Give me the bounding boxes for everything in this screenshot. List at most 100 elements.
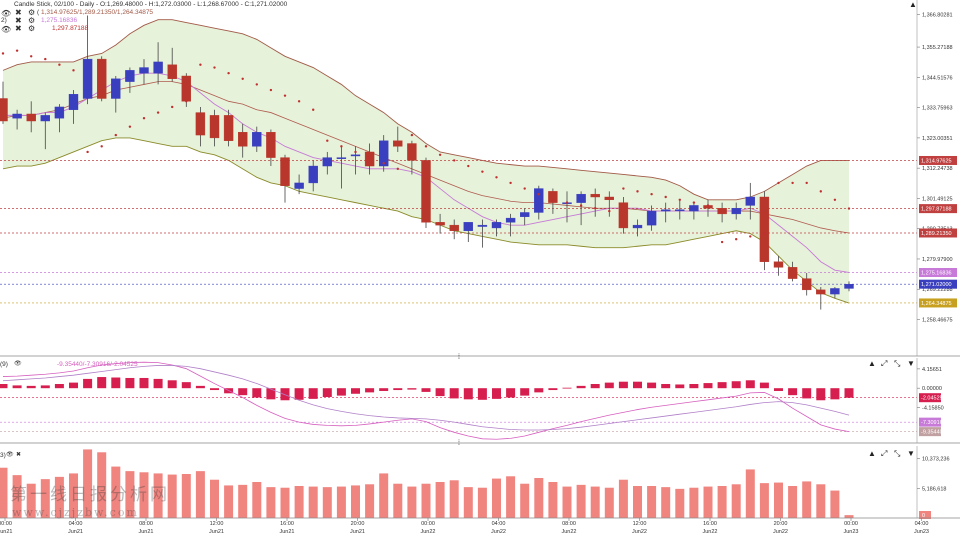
macd-histogram-bar [294, 388, 304, 400]
volume-bar [195, 471, 205, 518]
volume-bar [421, 483, 431, 518]
visibility-eye-icon[interactable]: 👁 [1, 25, 12, 34]
volume-bar [111, 466, 121, 518]
volume-bar [238, 484, 248, 518]
macd-histogram-bar [210, 388, 219, 391]
price-axis-current-badge [919, 279, 957, 289]
candle-body [491, 222, 502, 229]
time-axis-date-label: Jun21 [0, 529, 13, 535]
volume-bar [534, 478, 544, 518]
watermark-text: 第一线日报分析网 [10, 485, 170, 505]
time-axis-date-label: Jun21 [139, 529, 154, 535]
close-icon[interactable]: ✖ [15, 24, 22, 33]
visibility-eye-icon[interactable]: 👁 [1, 9, 12, 18]
volume-bar [548, 482, 558, 518]
candle-body [717, 208, 727, 215]
panel-down-arrow-icon[interactable]: ▼ [907, 359, 915, 368]
parabolic-sar-dot [72, 69, 75, 72]
price-axis-current-label: 1,314.97625 [921, 158, 952, 164]
time-axis-time-label: 08:00 [562, 521, 576, 527]
volume-bar [407, 486, 417, 518]
candle-body [223, 115, 234, 141]
panel-up-arrow-icon[interactable]: ▲ [868, 359, 876, 368]
close-icon[interactable]: ✖ [16, 452, 22, 458]
parabolic-sar-dot [269, 88, 273, 92]
macd-histogram-bar [689, 384, 699, 389]
candle-body [830, 288, 840, 295]
macd-histogram-bar [280, 388, 290, 401]
fullscreen-icon[interactable]: ⤡ [894, 359, 901, 368]
candle-body [731, 208, 741, 215]
visibility-eye-icon[interactable]: 👁 [6, 452, 14, 458]
macd-histogram-bar [816, 388, 826, 401]
chart-title: Candle Stick, 02/100 - Daily - O:1,269.4… [14, 1, 288, 8]
candle-body [689, 205, 699, 212]
candle-body [0, 98, 8, 122]
candle-body [463, 222, 473, 231]
macd-histogram-bar [534, 388, 544, 393]
panel-resize-handle[interactable]: ⁞ [458, 354, 460, 361]
candle-body [675, 209, 685, 212]
visibility-eye-icon[interactable]: 👁 [14, 361, 22, 367]
volume-bar [153, 473, 163, 518]
macd-axis-current-label: -2.04525 [921, 396, 943, 402]
expand-icon[interactable]: ⤢ [881, 359, 888, 368]
macd-histogram-bar [181, 382, 191, 389]
parabolic-sar-dot [594, 207, 597, 210]
parabolic-sar-dot [453, 159, 456, 162]
parabolic-sar-dot [368, 156, 371, 159]
bb-legend-values: 1,314.97625/1,289.21350/1,264.34875 [41, 9, 154, 16]
macd-histogram-bar [590, 384, 600, 389]
macd-histogram-bar [492, 388, 501, 399]
price-axis-current-label: 1,297.87188 [921, 207, 952, 213]
macd-histogram-bar [167, 380, 177, 389]
ma-legend-value: 1,275.16836 [41, 17, 78, 24]
panel-up-arrow-icon[interactable]: ▲ [909, 0, 917, 9]
parabolic-sar-dot [537, 192, 540, 196]
candle-body [632, 224, 643, 229]
parabolic-sar-dot [171, 105, 174, 109]
close-icon[interactable]: ✖ [15, 16, 22, 25]
macd-histogram-bar [633, 381, 642, 389]
gear-icon[interactable]: ⚙ [28, 16, 36, 25]
parabolic-sar-dot [213, 66, 216, 69]
parabolic-sar-dot [227, 71, 230, 75]
gear-icon[interactable]: ⚙ [28, 8, 36, 17]
parabolic-sar-dot [735, 238, 738, 241]
volume-bar [463, 487, 473, 518]
candle-body [167, 64, 177, 79]
fullscreen-icon[interactable]: ⤡ [894, 449, 901, 458]
panel-up-arrow-icon[interactable]: ▲ [868, 449, 876, 458]
time-axis-time-label: 04:00 [915, 521, 929, 527]
parabolic-sar-dot [354, 150, 357, 154]
volume-bar [576, 484, 586, 518]
macd-legend-values: -9.35440/-7.30916/-2.04525 [57, 361, 138, 368]
gear-icon[interactable]: ⚙ [28, 24, 36, 33]
time-axis-time-label: 16:00 [703, 521, 717, 527]
price-axis-current-label: 1,271.02000 [921, 282, 952, 288]
price-axis-tick-label: 1,269.22288 [922, 287, 953, 293]
macd-histogram-bar [252, 388, 262, 398]
panel-down-arrow-icon[interactable]: ▼ [907, 449, 915, 458]
volume-bar [308, 486, 318, 518]
candle-body [280, 157, 290, 186]
candle-body [590, 193, 600, 198]
expand-icon[interactable]: ⤢ [881, 449, 888, 458]
price-axis-tick-label: 1,355.27188 [922, 45, 953, 51]
volume-bar [139, 472, 149, 518]
macd-histogram-bar [266, 388, 276, 400]
price-axis-tick-label: 1,312.24738 [922, 166, 953, 172]
candle-body [350, 154, 361, 157]
panel-resize-handle[interactable]: ⁞ [458, 440, 460, 447]
candle-body [26, 113, 36, 122]
parabolic-sar-dot [579, 204, 583, 207]
macd-axis-tick-label: -4.15850 [922, 406, 944, 412]
macd-histogram-bar [111, 377, 121, 389]
macd-axis-current-badge [919, 393, 941, 403]
parabolic-sar-dot [636, 190, 639, 193]
volume-axis-current-label: 0 [922, 513, 925, 519]
macd-histogram-bar [647, 382, 657, 389]
volume-bar [266, 487, 276, 518]
price-axis-tick-label: 1,279.97900 [922, 257, 953, 263]
close-icon[interactable]: ✖ [15, 8, 22, 17]
